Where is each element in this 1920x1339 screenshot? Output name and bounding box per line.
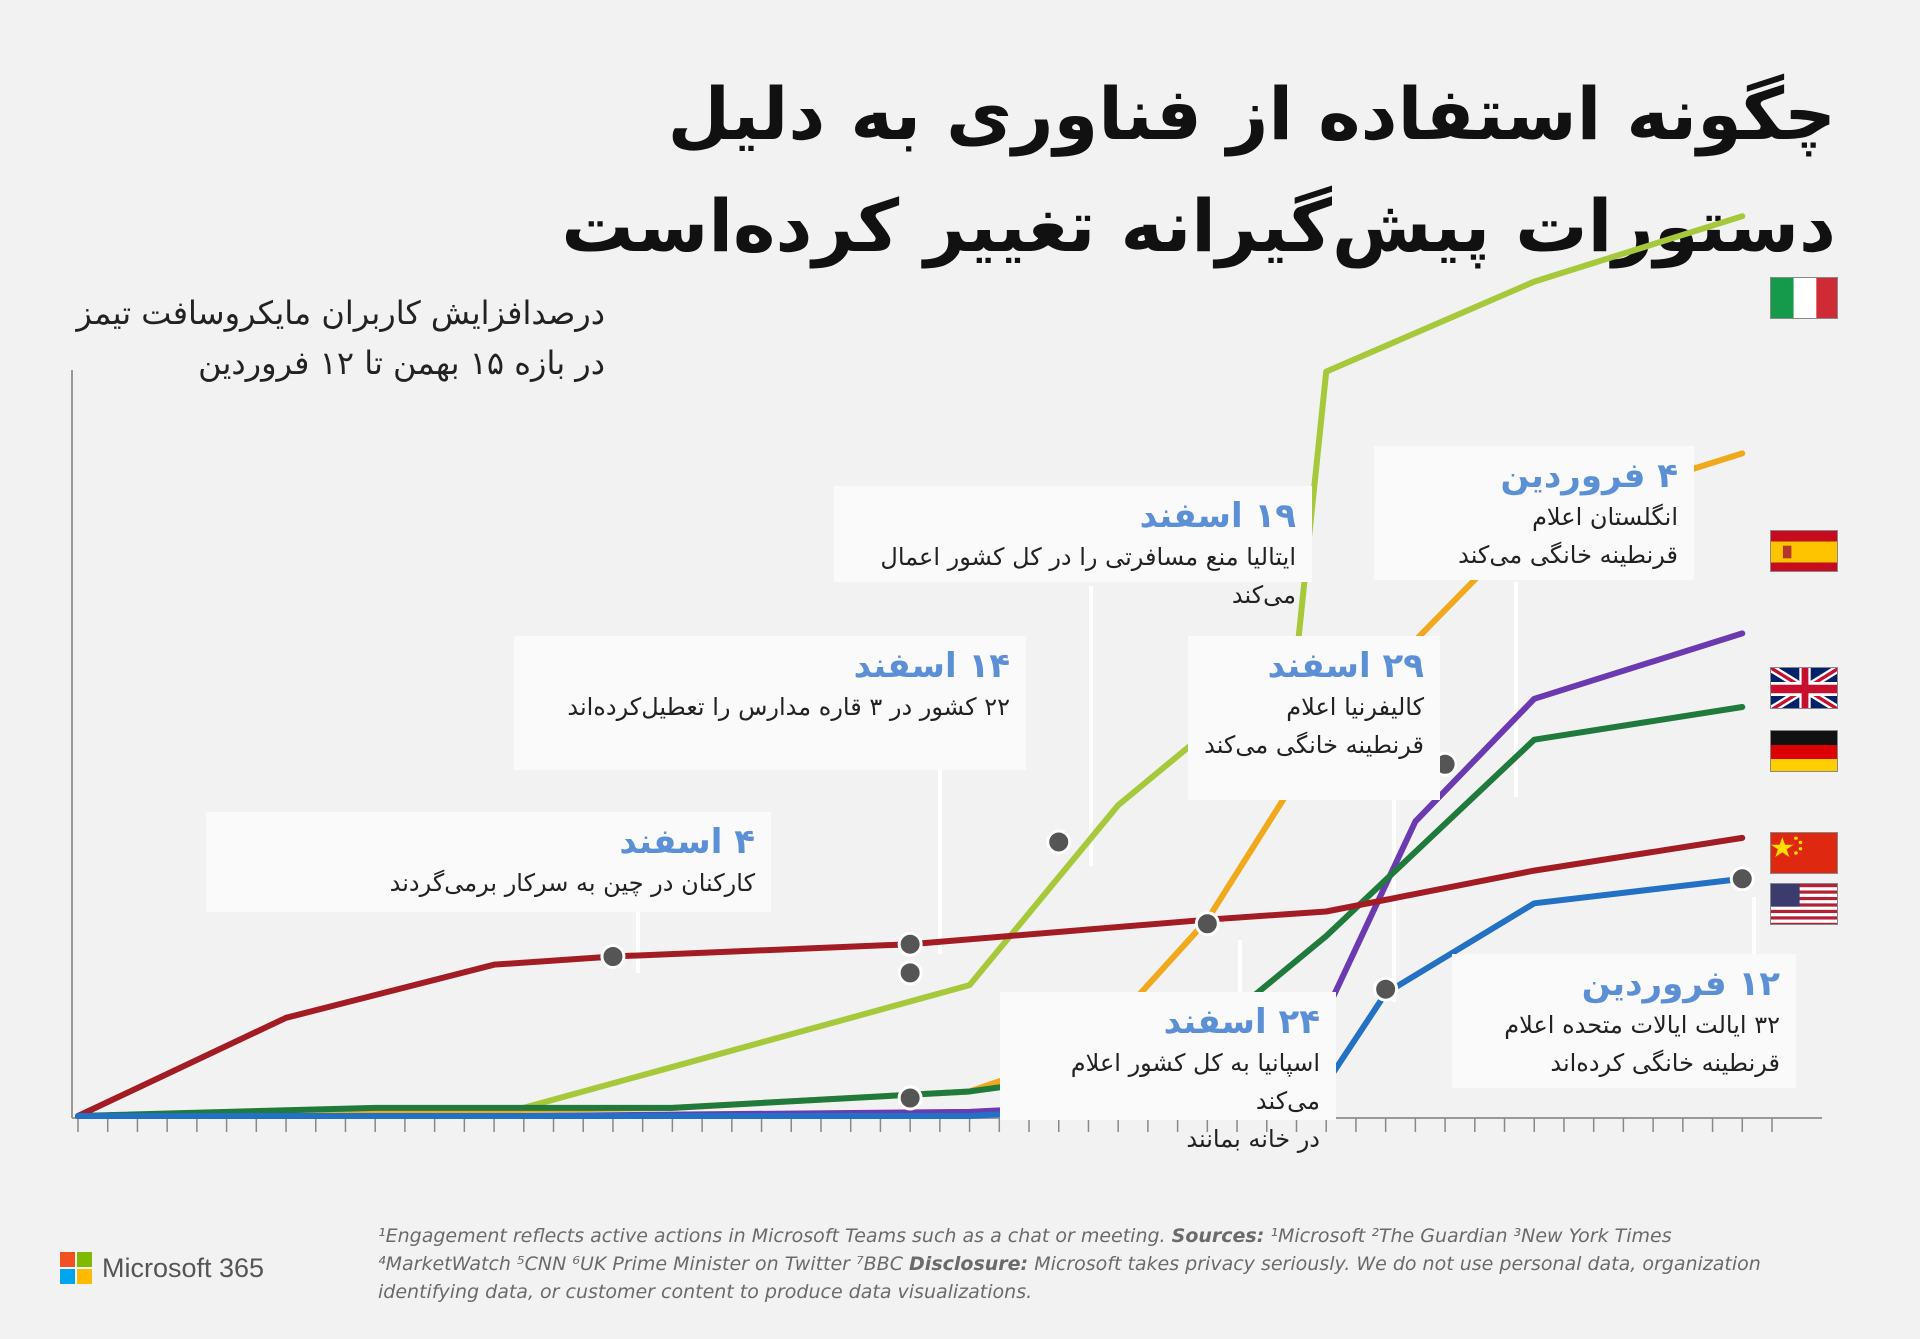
chart-title-line-1: چگونه استفاده از فناوری به دلیل xyxy=(667,72,1836,156)
spain-flag-icon xyxy=(1770,530,1838,572)
annotation-text: کالیفرنیا اعلام قرنطینه خانگی می‌کند xyxy=(1204,693,1424,759)
annotation-esfand-4: ۴ اسفند کارکنان در چین به سرکار برمی‌گرد… xyxy=(206,812,771,912)
uk-flag-icon xyxy=(1770,667,1838,709)
logo-square-yellow xyxy=(77,1269,92,1284)
annotation-date: ۱۲ فروردین xyxy=(1581,964,1780,1004)
annotation-text: ایتالیا منع مسافرتی را در کل کشور اعمال … xyxy=(880,543,1296,609)
chart-title: چگونه استفاده از فناوری به دلیل دستورات … xyxy=(561,58,1836,282)
annotation-farvardin-12: ۱۲ فروردین ۳۲ ایالت ایالات متحده اعلام ق… xyxy=(1452,954,1796,1088)
annotation-date: ۲۹ اسفند xyxy=(1267,646,1424,686)
annotation-text: ۳۲ ایالت ایالات متحده اعلام قرنطینه خانگ… xyxy=(1504,1011,1780,1077)
annotation-date: ۲۴ اسفند xyxy=(1163,1002,1320,1042)
microsoft-logo-icon xyxy=(60,1252,92,1284)
annotation-esfand-19: ۱۹ اسفند ایتالیا منع مسافرتی را در کل کش… xyxy=(834,486,1312,609)
disclosure-text-1: Microsoft takes privacy seriously. We do… xyxy=(1028,1253,1761,1275)
logo-square-blue xyxy=(60,1269,75,1284)
event-marker-dot xyxy=(1046,829,1072,855)
annotation-esfand-29: ۲۹ اسفند کالیفرنیا اعلام قرنطینه خانگی م… xyxy=(1188,636,1440,800)
usa-flag-icon xyxy=(1770,883,1838,925)
sources-list-2: ⁴MarketWatch ⁵CNN ⁶UK Prime Minister on … xyxy=(378,1253,910,1275)
brand: Microsoft 365 xyxy=(60,1252,264,1284)
event-marker-dot xyxy=(897,960,923,986)
y-axis-title-line-2: در بازه ۱۵ بهمن تا ۱۲ فروردین xyxy=(198,344,605,382)
event-marker-dot xyxy=(1373,976,1399,1002)
annotation-date: ۴ اسفند xyxy=(619,822,755,862)
event-marker-dot xyxy=(1729,866,1755,892)
annotation-farvardin-4: ۴ فروردین انگلستان اعلام قرنطینه خانگی م… xyxy=(1374,446,1694,580)
y-axis-title: درصدافزایش کاربران مایکروسافت تیمز در با… xyxy=(40,288,605,388)
sources-list-1: ¹Microsoft ²The Guardian ³New York Times xyxy=(1264,1225,1672,1247)
disclosure-label: Disclosure: xyxy=(909,1253,1029,1275)
china-flag-icon xyxy=(1770,832,1838,874)
annotation-text: ۲۲ کشور در ۳ قاره مدارس را تعطیل‌کرده‌ان… xyxy=(567,693,1010,721)
annotation-esfand-24: ۲۴ اسفند اسپانیا به کل کشور اعلام می‌کند… xyxy=(1000,992,1336,1153)
y-axis-title-line-1: درصدافزایش کاربران مایکروسافت تیمز xyxy=(76,294,605,332)
annotation-esfand-14: ۱۴ اسفند ۲۲ کشور در ۳ قاره مدارس را تعطی… xyxy=(514,636,1026,770)
brand-name: Microsoft 365 xyxy=(102,1252,265,1283)
disclosure-text-2: identifying data, or customer content to… xyxy=(378,1281,1033,1303)
annotation-text: کارکنان در چین به سرکار برمی‌گردند xyxy=(389,869,755,897)
annotation-date: ۴ فروردین xyxy=(1500,456,1678,496)
annotation-date: ۱۴ اسفند xyxy=(853,646,1010,686)
italy-flag-icon xyxy=(1770,277,1838,319)
annotation-text: انگلستان اعلام قرنطینه خانگی می‌کند xyxy=(1458,503,1678,569)
event-marker-dot xyxy=(897,931,923,957)
event-marker-dot xyxy=(600,943,626,969)
event-marker-dot xyxy=(897,1085,923,1111)
sources-label: Sources: xyxy=(1171,1225,1265,1247)
logo-square-green xyxy=(77,1252,92,1267)
event-marker-dot xyxy=(1194,911,1220,937)
annotation-text: اسپانیا به کل کشور اعلام می‌کند در خانه … xyxy=(1070,1049,1320,1153)
footnote: ¹Engagement reflects active actions in M… xyxy=(378,1222,1818,1306)
germany-flag-icon xyxy=(1770,730,1838,772)
annotation-date: ۱۹ اسفند xyxy=(1139,496,1296,536)
footnote-engagement: ¹Engagement reflects active actions in M… xyxy=(378,1225,1172,1247)
logo-square-red xyxy=(60,1252,75,1267)
